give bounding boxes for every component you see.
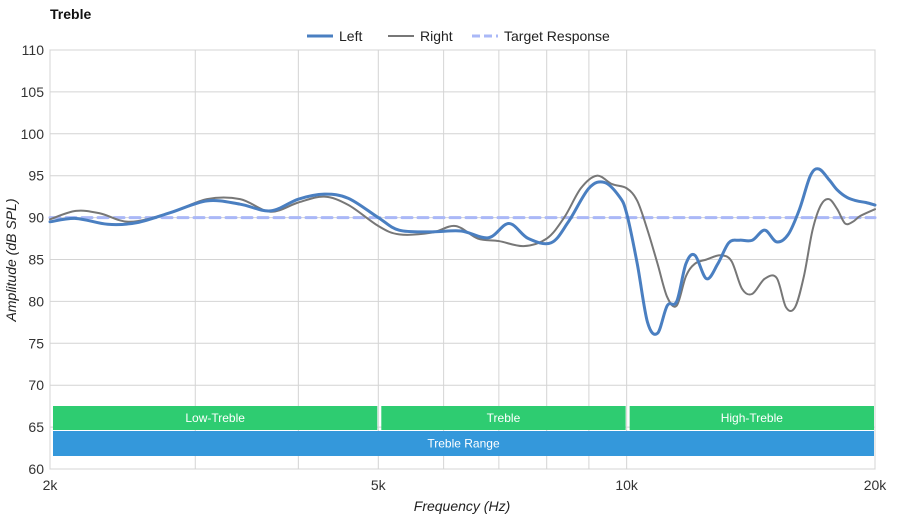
legend-label: Target Response	[504, 28, 610, 44]
axes: 60 65 70 75 80 85 90 95 100 105 110 2k 5k 10k 20k	[21, 42, 888, 493]
y-tick-label: 105	[21, 84, 45, 100]
y-tick-label: 100	[21, 126, 45, 142]
band-treble-range	[53, 431, 874, 456]
band-label: Treble Range	[427, 437, 500, 451]
band-label: Treble	[487, 411, 521, 425]
series-line-left	[48, 167, 877, 336]
legend-label: Right	[420, 28, 453, 44]
x-tick-label: 10k	[615, 477, 639, 493]
y-tick-label: 90	[28, 210, 44, 226]
chart-title: Treble	[50, 6, 92, 22]
x-tick-label: 20k	[864, 477, 888, 493]
x-tick-label: 5k	[371, 477, 387, 493]
legend: Left Right Target Response	[307, 28, 610, 44]
y-tick-label: 70	[28, 377, 44, 393]
y-tick-label: 85	[28, 252, 44, 268]
grid	[49, 49, 876, 470]
band-low-treble	[53, 406, 378, 430]
band-label: Low-Treble	[185, 411, 245, 425]
x-axis-title: Frequency (Hz)	[414, 498, 510, 514]
y-tick-label: 75	[28, 335, 44, 351]
y-tick-label: 95	[28, 168, 44, 184]
legend-label: Left	[339, 28, 362, 44]
y-tick-label: 65	[28, 419, 44, 435]
band-treble	[381, 406, 626, 430]
series-line-right	[49, 174, 876, 313]
y-axis-title: Amplitude (dB SPL)	[3, 199, 19, 323]
y-tick-label: 60	[28, 461, 44, 477]
band-high-treble	[629, 406, 874, 430]
plot-lines	[48, 167, 877, 336]
range-bands: Low-Treble Treble High-Treble Treble Range	[53, 406, 874, 456]
y-tick-label: 110	[22, 42, 45, 58]
y-tick-label: 80	[28, 293, 44, 309]
x-tick-label: 2k	[43, 477, 59, 493]
band-label: High-Treble	[721, 411, 784, 425]
